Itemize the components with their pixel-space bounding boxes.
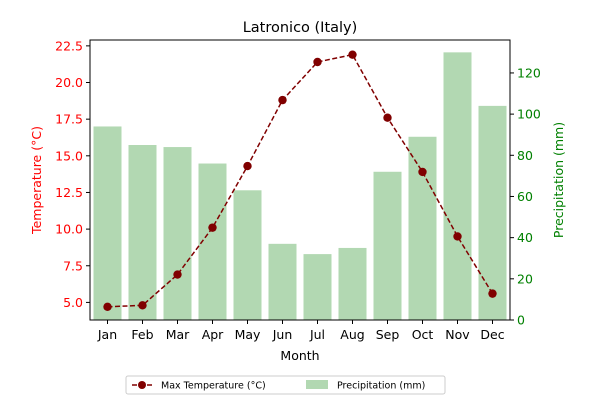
x-axis-ticks: Jan Feb Mar Apr May Jun Jul Aug Sep Oct Nov Dec <box>97 320 505 342</box>
temperature-point-apr <box>208 223 217 232</box>
left-tick-label: 5.0 <box>63 295 83 310</box>
left-axis-ticks: 5.0 7.5 10.0 12.5 15.0 17.5 20.0 22.5 <box>55 38 90 310</box>
x-tick-label: Jun <box>272 327 293 342</box>
temperature-point-jan <box>103 302 112 312</box>
legend-temperature-label: Max Temperature (°C) <box>161 381 266 392</box>
temperature-point-may <box>243 161 252 171</box>
x-tick-label: Mar <box>166 327 190 342</box>
precipitation-bar-jan <box>93 126 122 321</box>
legend: Max Temperature (°C) Precipitation (mm) <box>125 375 446 395</box>
legend-frame <box>125 375 446 395</box>
bars-layer <box>93 52 507 321</box>
precipitation-bar-mar <box>163 147 192 320</box>
precipitation-bar-apr <box>198 163 227 320</box>
right-tick-label: 40 <box>517 230 533 245</box>
precipitation-bar-feb <box>128 145 157 320</box>
legend-precipitation-label: Precipitation (mm) <box>337 381 425 392</box>
right-tick-label: 100 <box>517 107 541 122</box>
x-tick-label: Dec <box>480 327 504 342</box>
plot-frame <box>89 39 511 321</box>
precipitation-bar-jun <box>268 243 297 320</box>
temperature-point-jun <box>278 95 287 105</box>
temperature-point-oct <box>418 167 427 177</box>
right-tick-label: 20 <box>517 271 533 286</box>
x-tick-label: May <box>235 327 261 342</box>
precipitation-bar-sep <box>373 171 402 320</box>
temperature-point-mar <box>173 270 182 279</box>
x-tick-label: Sep <box>376 327 400 342</box>
temperature-point-jul <box>313 57 322 67</box>
right-tick-label: 120 <box>517 65 541 80</box>
left-tick-label: 17.5 <box>55 112 83 127</box>
left-tick-label: 20.0 <box>55 75 83 90</box>
right-axis-label: Precipitation (mm) <box>551 122 566 238</box>
left-tick-label: 22.5 <box>55 38 83 53</box>
temperature-point-aug <box>348 50 357 59</box>
precipitation-bar-aug <box>338 247 367 320</box>
left-tick-label: 10.0 <box>55 222 83 237</box>
x-tick-label: Jan <box>97 327 117 342</box>
precipitation-bar-dec <box>478 105 507 320</box>
left-tick-label: 12.5 <box>55 185 83 200</box>
x-tick-label: Feb <box>131 327 153 342</box>
x-tick-label: Oct <box>412 327 434 342</box>
temperature-point-nov <box>453 232 462 241</box>
temperature-point-feb <box>138 301 147 310</box>
right-tick-label: 0 <box>517 313 525 328</box>
temperature-line-layer <box>103 50 497 312</box>
x-tick-label: Nov <box>445 327 470 342</box>
x-axis-label: Month <box>280 348 319 363</box>
x-tick-label: Apr <box>202 327 224 342</box>
precipitation-bar-nov <box>443 52 472 321</box>
x-tick-label: Aug <box>340 327 364 342</box>
chart-title: Latronico (Italy) <box>243 20 358 36</box>
right-tick-label: 80 <box>517 148 533 163</box>
left-tick-label: 15.0 <box>55 148 83 163</box>
x-tick-label: Jul <box>309 327 325 342</box>
left-tick-label: 7.5 <box>63 258 83 273</box>
temperature-point-sep <box>383 113 392 122</box>
legend-temperature-marker <box>138 381 146 389</box>
left-axis-label: Temperature (°C) <box>29 126 44 235</box>
legend-precipitation-swatch <box>306 380 328 389</box>
temperature-point-dec <box>488 289 497 298</box>
precipitation-bar-jul <box>303 254 332 320</box>
precipitation-bar-oct <box>408 136 437 320</box>
right-axis-ticks: 0 20 40 60 80 100 120 <box>510 65 541 328</box>
right-tick-label: 60 <box>517 189 533 204</box>
precipitation-bar-may <box>233 190 262 320</box>
temperature-line <box>107 53 494 308</box>
